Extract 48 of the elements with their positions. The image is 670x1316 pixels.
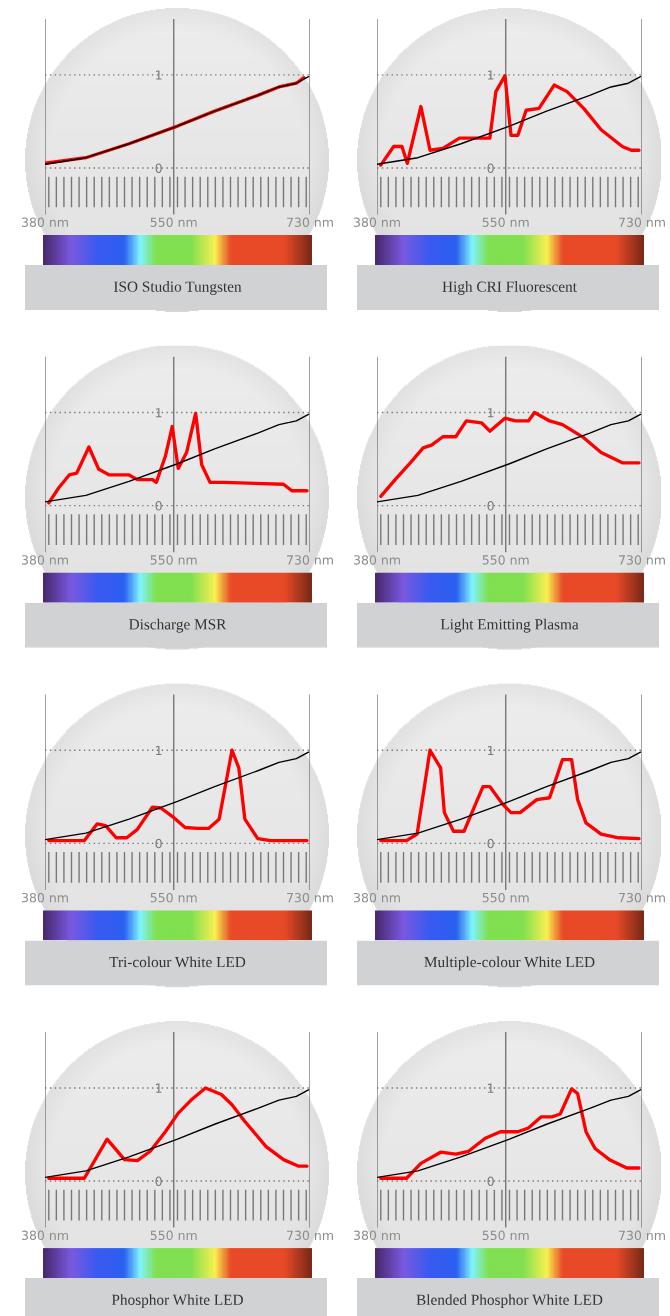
text: Tri-colour White LED [109, 956, 246, 968]
y-tick-label: 0 [487, 838, 494, 849]
text: High CRI Fluorescent [442, 281, 577, 295]
y-tick-label: 1 [488, 1083, 494, 1093]
y-tick-label: 0 [155, 838, 162, 849]
x-tick-label: 550 nm [150, 1230, 197, 1241]
y-tick-label: 0 [155, 501, 162, 511]
text: Discharge MSR [129, 618, 227, 633]
y-tick-label: 0 [155, 1176, 162, 1186]
x-tick-label: 730 nm [287, 217, 333, 227]
x-tick-label: 730 nm [287, 555, 333, 565]
y-tick-label: 0 [155, 163, 162, 173]
y-tick-label: 1 [488, 408, 494, 418]
x-tick-label: 550 nm [482, 555, 529, 565]
x-tick-label: 380 nm [353, 892, 400, 903]
y-tick-label: 1 [156, 70, 162, 80]
x-tick-label: 380 nm [353, 1230, 400, 1241]
x-tick-label: 550 nm [482, 892, 529, 903]
text: Multiple-colour White LED [424, 956, 595, 971]
x-tick-label: 550 nm [150, 892, 197, 903]
x-tick-label: 730 nm [619, 892, 665, 903]
text: Blended Phosphor White LED [416, 1294, 603, 1309]
x-tick-label: 730 nm [287, 892, 333, 903]
y-tick-label: 0 [487, 1176, 494, 1186]
text: Phosphor White LED [111, 1294, 243, 1309]
text: ISO Studio Tungsten [113, 281, 242, 295]
x-tick-label: 380 nm [353, 217, 400, 227]
x-tick-label: 380 nm [353, 555, 400, 565]
y-tick-label: 1 [156, 408, 162, 418]
x-tick-label: 730 nm [287, 1230, 333, 1241]
x-tick-label: 550 nm [150, 555, 197, 565]
y-tick-label: 1 [488, 70, 494, 80]
x-tick-label: 550 nm [482, 1230, 529, 1241]
text: Light Emitting Plasma [440, 618, 579, 633]
x-tick-label: 380 nm [21, 555, 68, 565]
x-tick-label: 550 nm [482, 217, 529, 227]
x-tick-label: 380 nm [21, 217, 68, 227]
y-tick-label: 1 [488, 745, 494, 756]
x-tick-label: 380 nm [21, 892, 68, 903]
y-tick-label: 0 [487, 163, 494, 173]
x-tick-label: 550 nm [150, 217, 197, 227]
y-tick-label: 1 [156, 1083, 162, 1093]
y-tick-label: 1 [156, 745, 162, 756]
y-tick-label: 0 [487, 501, 494, 511]
x-tick-label: 730 nm [619, 555, 665, 565]
x-tick-label: 380 nm [21, 1230, 68, 1241]
x-tick-label: 730 nm [619, 217, 665, 227]
x-tick-label: 730 nm [619, 1230, 665, 1241]
